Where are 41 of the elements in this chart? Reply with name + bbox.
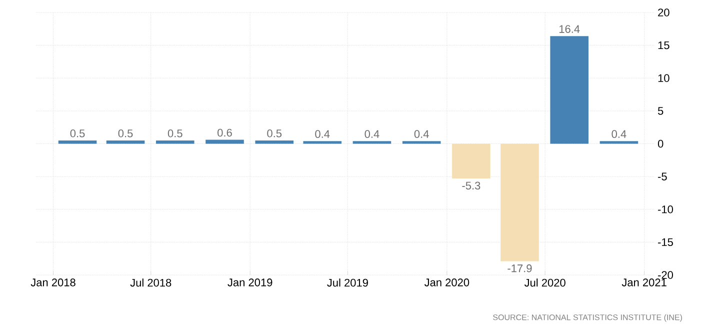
data-label: 0.5 <box>70 129 85 138</box>
data-label: 0.5 <box>267 129 282 138</box>
data-label: 0.5 <box>118 129 133 138</box>
x-tick-label: Jul 2018 <box>130 278 172 287</box>
bar <box>255 140 294 144</box>
x-tick-label: Jul 2020 <box>524 278 566 287</box>
x-tick-label: Jan 2019 <box>228 278 272 286</box>
bar <box>106 140 145 144</box>
data-label: 0.4 <box>364 130 380 138</box>
bar <box>303 141 342 144</box>
bar <box>402 141 441 144</box>
data-label: -5.3 <box>462 182 480 190</box>
data-label: 0.4 <box>612 130 626 138</box>
y-tick-label: -5 <box>658 172 667 180</box>
y-tick-label: 20 <box>658 8 670 16</box>
y-tick-label: -20 <box>658 271 673 279</box>
data-label: 0.6 <box>218 128 232 137</box>
bar <box>206 140 244 144</box>
y-tick-label: -10 <box>658 205 673 214</box>
x-tick-label: Jul 2019 <box>327 278 368 287</box>
bar <box>452 144 490 179</box>
y-tick-label: 5 <box>658 107 664 115</box>
bar <box>156 140 194 144</box>
bar <box>550 36 588 144</box>
bar <box>500 144 539 262</box>
bar <box>58 140 97 144</box>
x-tick-label: Jan 2021 <box>622 278 666 286</box>
y-tick-label: 0 <box>658 140 664 148</box>
x-tick-label: Jan 2018 <box>30 278 76 286</box>
bar <box>600 141 638 144</box>
x-tick-label: Jan 2020 <box>424 278 470 286</box>
data-label: 0.4 <box>414 130 429 138</box>
y-tick-label: -15 <box>658 238 673 246</box>
y-tick-label: 15 <box>658 41 670 50</box>
data-label: -17.9 <box>508 264 532 272</box>
bar <box>352 141 392 144</box>
data-label: 0.5 <box>168 129 182 138</box>
y-tick-label: 10 <box>658 74 670 82</box>
source-note: SOURCE: NATIONAL STATISTICS INSTITUTE (INE) <box>493 314 682 322</box>
data-label: 0.4 <box>315 130 330 138</box>
data-label: 16.4 <box>559 25 580 33</box>
